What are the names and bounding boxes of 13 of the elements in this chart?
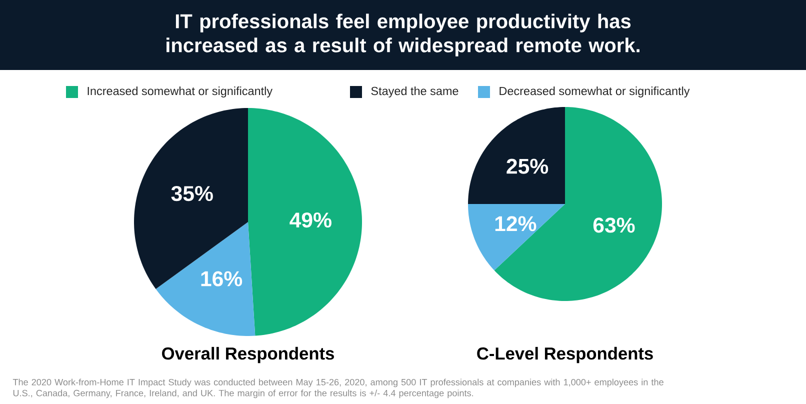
data-label: 16% xyxy=(201,271,242,286)
text: Overall Respondents xyxy=(162,346,334,364)
data-label: 63% xyxy=(593,218,635,233)
text: C-Level Respondents xyxy=(477,346,653,364)
legend-label: Stayed the same xyxy=(371,86,458,98)
legend-label: Increased somewhat or significantly xyxy=(88,86,273,98)
data-label: 35% xyxy=(171,186,213,202)
data-label: 12% xyxy=(495,216,536,232)
data-label: 49% xyxy=(290,212,332,228)
text: The 2020 Work-from-Home IT Impact Study was conducted between May 15-26, 2020, among 500 IT professionals at companies with 1,000+ employees in the U.S., Canada, Germany, France, Ireland, and UK. The margin of error for the results is +/- 4.4 percentage points. xyxy=(12,378,664,398)
text: IT professionals feel employee productivity has increased as a result of widespread remote work. xyxy=(166,14,640,56)
legend-label: Decreased somewhat or significantly xyxy=(500,86,690,98)
data-label: 25% xyxy=(506,158,548,174)
